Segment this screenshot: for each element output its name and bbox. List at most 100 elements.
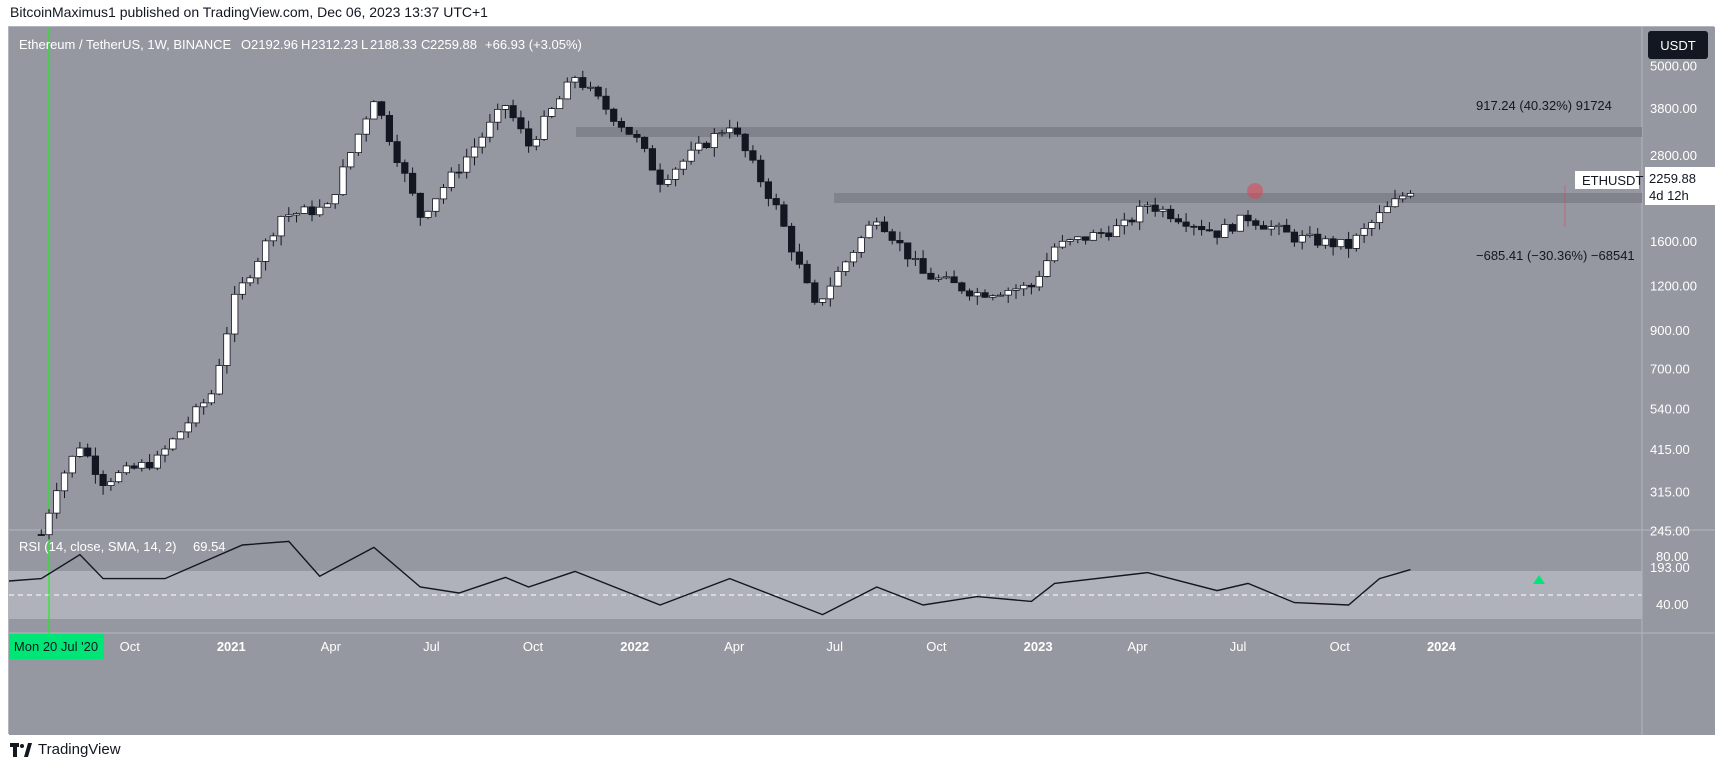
candle-body [679,160,687,170]
candle-body [385,115,394,143]
candle-body [169,438,177,450]
candle-body [45,512,53,536]
candle-body [1167,208,1175,220]
published-byline: BitcoinMaximus1 published on TradingView… [10,4,488,20]
candle-body [826,285,834,300]
candle-body [1151,204,1159,212]
candle-body [439,187,448,200]
price-tick-label: 5000.00 [1650,59,1697,74]
time-tick-label: Oct [926,639,947,654]
candle-body [1082,236,1090,241]
candle-body [1221,224,1229,238]
candle-body [602,95,610,110]
candle-body [548,108,556,117]
candle-body [1259,225,1268,230]
legend-low: 2188.33 [370,37,417,52]
candle-body [1236,214,1244,232]
price-tick-label: 245.00 [1650,523,1690,538]
time-highlight: Mon 20 Jul '20 [9,634,104,659]
candle-body [1229,224,1237,232]
candle-body [130,465,138,469]
candle-body [1120,219,1128,227]
price-tick-label: 315.00 [1650,485,1690,500]
chart-frame[interactable]: Ethereum / TetherUS, 1W, BINANCE O 2192.… [8,26,1715,735]
price-tick-label: 900.00 [1650,323,1690,338]
candle-body [1406,192,1415,197]
candle-body [1128,219,1136,223]
currency-button[interactable]: USDT [1648,31,1708,59]
candle-body [819,298,827,303]
candle-body [656,169,664,185]
candle-body [192,406,200,424]
candle-body [401,162,409,174]
candle-body [246,277,254,284]
price-tick-label: 2800.00 [1650,148,1697,163]
candle-body [377,101,386,116]
chart-canvas[interactable]: Ethereum / TetherUS, 1W, BINANCE O 2192.… [8,27,1715,735]
candle-body [757,159,765,183]
currency-label: USDT [1660,38,1695,53]
candle-body [834,270,842,287]
time-tick-label: 2023 [1024,639,1053,654]
candle-body [641,136,649,149]
candle-body [1074,236,1082,240]
candle-body [965,290,974,297]
candle-body [710,133,718,149]
candle-body [501,105,510,110]
rsi-axis: 80.00 40.00 [1656,549,1689,612]
candle-body [447,171,455,188]
time-tick-label: Jul [826,639,843,654]
candle-body [486,121,494,138]
candle-body [525,128,533,147]
time-tick-label: Oct [120,639,141,654]
candle-body [223,333,231,366]
candle-body [950,276,958,284]
candle-body [300,206,308,214]
candle-body [1337,238,1345,248]
candle-body [973,292,981,297]
candle-body [733,127,742,135]
candle-body [532,139,540,147]
candle-body [261,240,270,262]
rsi-tick-label: 80.00 [1656,549,1689,564]
candle-body [494,109,502,123]
candle-body [927,272,935,280]
legend-symbol: Ethereum / TetherUS, 1W, BINANCE [19,37,231,52]
candle-body [780,204,788,227]
candle-body [1391,198,1399,208]
candle-body [919,258,927,274]
candle-body [161,448,169,456]
price-tick-label: 415.00 [1650,442,1690,457]
candle-body [231,293,239,335]
rsi-label: RSI (14, close, SMA, 14, 2) [19,539,177,554]
candle-body [254,260,262,279]
footer-brand: TradingView [38,741,121,758]
time-axis[interactable]: Oct 2021 Apr Jul Oct 2022 Apr Jul Oct 2023 Apr Jul O… [120,639,1457,654]
candle-body [1290,231,1298,243]
price-tag-value: 2259.88 [1649,171,1696,186]
candle-body [958,282,966,292]
time-tick-label: 2022 [620,639,649,654]
candle-body [176,431,185,440]
legend-change: +66.93 (+3.05%) [485,37,582,52]
price-axis[interactable]: 5000.00 3800.00 2800.00 1600.00 1200.00 900.0… [1650,59,1697,576]
candle-body [1051,246,1059,262]
candle-body [1136,205,1144,223]
candle-body [1004,289,1012,296]
candle-body [888,231,896,241]
time-tick-label: 2021 [217,639,246,654]
time-tick-label: Apr [1127,639,1148,654]
candle-body [795,251,804,265]
candle-body [586,86,595,89]
candle-body [37,534,45,536]
time-tick-label: Apr [724,639,745,654]
candle-body [1058,240,1066,248]
candle-body [277,215,285,237]
price-tick-label: 193.00 [1650,560,1690,575]
candle-body [1368,222,1376,229]
footer: TradingView [10,741,121,758]
candle-body [68,455,76,474]
candle-body [1213,230,1221,238]
candle-body [200,402,208,408]
candle-body [285,214,293,217]
